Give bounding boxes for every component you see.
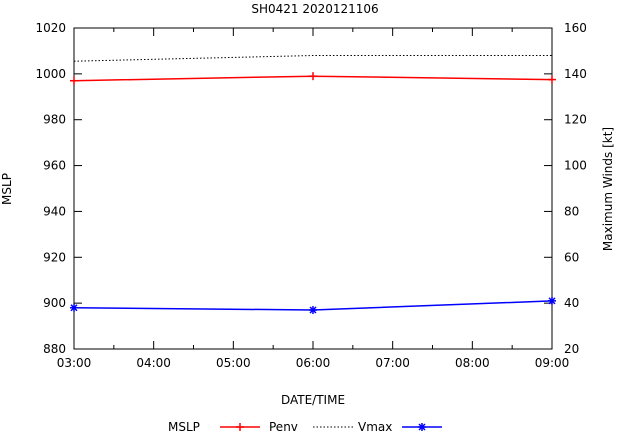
x-tick-label: 07:00 [375,356,410,370]
point-vmax [309,306,317,315]
left-axis: 880 900 920 940 960 980 1000 1020 [35,21,82,356]
y2-tick-label: 120 [564,113,587,127]
y-tick-label: 920 [43,250,66,264]
y2-tick-label: 40 [564,296,579,310]
x-tick-label: 06:00 [296,356,331,370]
point-vmax [548,296,556,305]
legend-label-mslp-title: MSLP [168,420,200,432]
y-tick-label: 900 [43,296,66,310]
x-axis-label: DATE/TIME [281,393,345,407]
legend: MSLP Penv Vmax [168,420,442,432]
legend-marker-vmax [418,423,426,431]
x-tick-label: 08:00 [455,356,490,370]
y-tick-label: 960 [43,159,66,173]
x-axis: 03:00 04:00 05:00 06:00 07:00 08:00 09:00 [57,28,570,370]
y2-tick-label: 20 [564,342,579,356]
legend-label-vmax: Vmax [358,420,392,432]
y-tick-label: 880 [43,342,66,356]
x-tick-label: 05:00 [216,356,251,370]
series-layer [70,55,556,315]
right-axis: 20 40 60 80 100 120 140 160 [544,21,587,356]
x-tick-label: 03:00 [57,356,92,370]
x-tick-label: 04:00 [136,356,171,370]
y-axis-label: MSLP [0,173,14,205]
chart-title: SH0421 2020121106 [251,2,378,16]
y2-tick-label: 100 [564,159,587,173]
x-tick-label: 09:00 [535,356,570,370]
legend-marker-mslp [236,423,244,431]
y2-tick-label: 60 [564,250,579,264]
y-tick-label: 980 [43,113,66,127]
series-line-mslp [73,55,552,62]
y-tick-label: 1020 [35,21,66,35]
point-penv [309,72,317,81]
point-penv [548,75,556,84]
y-tick-label: 1000 [35,67,66,81]
legend-label-penv: Penv [269,420,298,432]
point-penv [70,76,78,85]
y2-tick-label: 140 [564,67,587,81]
y2-axis-label: Maximum Winds [kt] [601,127,615,251]
point-vmax [70,303,78,312]
y2-tick-label: 80 [564,204,579,218]
y-tick-label: 940 [43,204,66,218]
y2-tick-label: 160 [564,21,587,35]
